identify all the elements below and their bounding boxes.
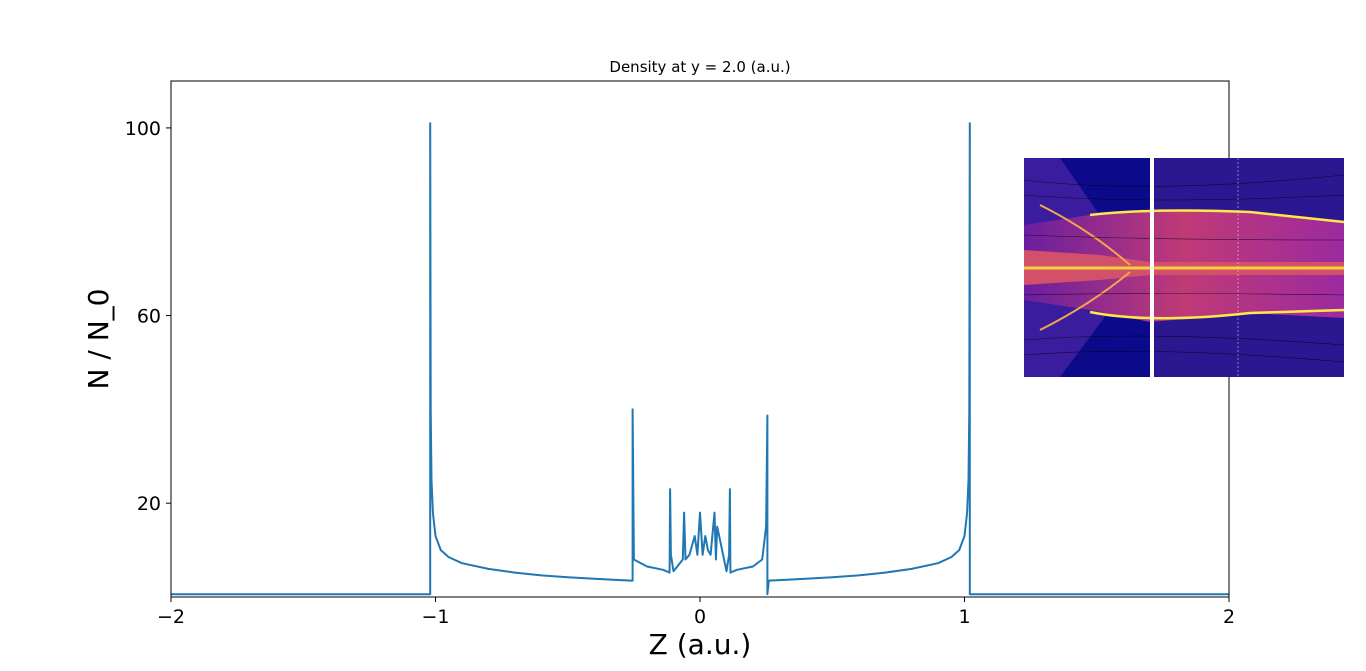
x-axis-label: Z (a.u.) [649,628,752,661]
density-map-inset-icon [1023,158,1345,377]
density-line-series [171,122,1229,596]
x-tick-label: 1 [958,606,970,628]
y-tick-label: 60 [137,306,161,328]
y-axis-label: N / N_0 [82,289,115,390]
series-layer [171,122,1229,596]
x-tick-label: 0 [694,606,706,628]
y-tick-label: 20 [137,493,161,515]
y-tick-label: 100 [125,118,161,140]
ticks-layer: −2 −1 0 1 2 20 60 100 [125,118,1235,628]
x-tick-label: 2 [1223,606,1235,628]
x-tick-label: −2 [157,606,185,628]
chart-title: Density at y = 2.0 (a.u.) [609,58,790,76]
x-tick-label: −1 [421,606,449,628]
